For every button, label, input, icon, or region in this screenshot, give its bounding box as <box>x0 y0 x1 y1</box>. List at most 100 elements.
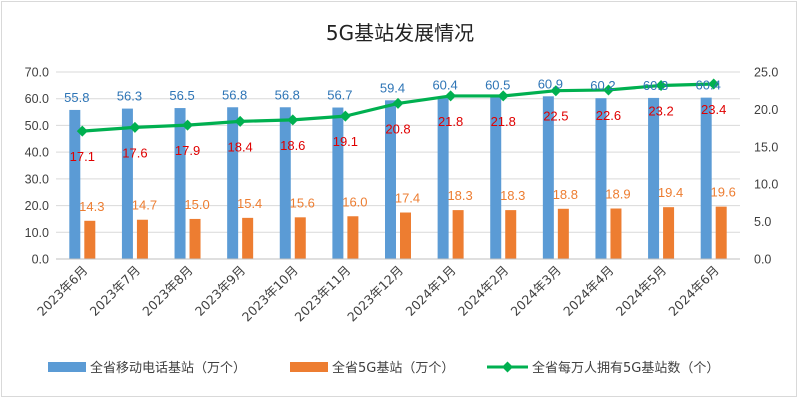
legend-marker-per-capita <box>502 361 513 373</box>
x-tick-label: 2023年8月 <box>139 263 195 319</box>
y-right-tick-label: 20.0 <box>754 103 778 117</box>
data-label-per-capita: 22.5 <box>543 109 568 124</box>
data-label-mobile: 55.8 <box>64 90 89 105</box>
data-label-5g: 14.3 <box>79 199 104 214</box>
data-labels: 55.8 14.3 17.1 56.3 14.7 17.6 56.5 15.0 17.9 56.8… <box>64 76 736 213</box>
y-left-tick-label: 30.0 <box>25 172 49 186</box>
data-label-per-capita: 21.8 <box>438 114 463 129</box>
data-label-5g: 18.3 <box>447 188 472 203</box>
data-label-mobile: 60.9 <box>538 76 563 91</box>
chart-title: 5G基站发展情况 <box>326 21 474 45</box>
data-label-5g: 15.4 <box>237 196 262 211</box>
line-point-marker <box>602 84 614 96</box>
line-point-marker <box>129 121 141 133</box>
bar-mobile-stations <box>437 97 449 259</box>
x-tick-label: 2023年7月 <box>87 263 143 319</box>
data-label-mobile: 60.4 <box>696 78 721 93</box>
data-label-mobile: 60.4 <box>432 78 457 93</box>
legend-label-per-capita: 全省每万人拥有5G基站数（个） <box>532 360 719 376</box>
data-label-5g: 16.0 <box>342 194 367 209</box>
data-label-mobile: 56.7 <box>327 88 352 103</box>
bar-mobile-stations <box>227 107 239 260</box>
data-label-mobile: 60.2 <box>590 78 615 93</box>
data-label-5g: 18.3 <box>500 188 525 203</box>
legend: 全省移动电话基站（万个） 全省5G基站（万个） 全省每万人拥有5G基站数（个） <box>48 360 719 376</box>
data-label-per-capita: 23.2 <box>648 103 673 118</box>
data-label-mobile: 59.4 <box>380 80 405 95</box>
bar-mobile-stations <box>542 96 554 259</box>
data-label-mobile: 60.5 <box>485 77 510 92</box>
series-5g-bars <box>84 206 727 259</box>
bar-mobile-stations <box>121 108 133 259</box>
bar-5g-stations <box>136 219 148 259</box>
legend-swatch-5g <box>290 362 328 372</box>
data-label-5g: 18.8 <box>553 187 578 202</box>
x-tick-label: 2023年9月 <box>192 263 248 319</box>
data-label-mobile: 56.8 <box>222 87 247 102</box>
bar-5g-stations <box>84 220 96 259</box>
bar-mobile-stations <box>69 109 81 259</box>
data-label-per-capita: 20.8 <box>385 121 410 136</box>
y-right-tick-label: 0.0 <box>754 253 771 267</box>
bar-mobile-stations <box>490 97 502 259</box>
y-right-tick-label: 25.0 <box>754 66 778 80</box>
bar-mobile-stations <box>700 97 712 259</box>
legend-label-5g: 全省5G基站（万个） <box>332 360 454 376</box>
data-label-mobile: 56.8 <box>275 87 300 102</box>
y-left-tick-label: 70.0 <box>25 66 49 80</box>
bar-5g-stations <box>294 217 306 259</box>
data-label-per-capita: 23.4 <box>701 102 726 117</box>
line-point-marker <box>287 114 299 126</box>
line-point-marker <box>339 110 351 122</box>
data-label-5g: 15.6 <box>290 195 315 210</box>
bar-5g-stations <box>505 210 517 259</box>
bar-5g-stations <box>400 212 411 259</box>
y-left-tick-label: 60.0 <box>25 92 49 106</box>
x-tick-label: 2024年3月 <box>508 263 564 319</box>
data-label-mobile: 56.3 <box>117 89 142 104</box>
x-tick-label: 2024年4月 <box>560 263 616 319</box>
data-label-per-capita: 22.6 <box>596 108 621 123</box>
y-left-tick-label: 0.0 <box>32 253 49 267</box>
data-label-mobile: 60.3 <box>643 78 668 93</box>
bar-5g-stations <box>663 207 675 259</box>
data-label-5g: 15.0 <box>184 197 209 212</box>
bar-mobile-stations <box>174 108 186 259</box>
y-left-tick-label: 50.0 <box>25 119 49 133</box>
bar-mobile-stations <box>648 97 660 259</box>
bar-mobile-stations <box>279 107 291 260</box>
y-right-tick-label: 15.0 <box>754 140 778 154</box>
y-right-tick-label: 5.0 <box>754 215 771 229</box>
x-tick-label: 2024年1月 <box>402 263 458 319</box>
data-label-per-capita: 18.6 <box>280 138 305 153</box>
line-point-marker <box>234 115 246 127</box>
data-label-5g: 14.7 <box>132 198 157 213</box>
bar-mobile-stations <box>385 100 396 260</box>
line-point-marker <box>392 97 404 109</box>
data-label-per-capita: 18.4 <box>227 139 252 154</box>
x-tick-label: 2023年6月 <box>34 263 90 319</box>
bar-mobile-stations <box>332 107 344 259</box>
data-label-mobile: 56.5 <box>169 88 194 103</box>
bar-5g-stations <box>610 208 622 259</box>
y-right-tick-label: 10.0 <box>754 178 778 192</box>
bar-5g-stations <box>242 217 254 259</box>
legend-label-mobile: 全省移动电话基站（万个） <box>90 360 246 376</box>
bar-5g-stations <box>347 216 359 259</box>
y-left-tick-label: 20.0 <box>25 199 49 213</box>
y-left-tick-label: 40.0 <box>25 146 49 160</box>
line-point-marker <box>708 78 720 90</box>
bar-5g-stations <box>715 206 727 259</box>
line-point-marker <box>182 119 194 131</box>
line-point-marker <box>497 90 509 102</box>
data-label-5g: 19.4 <box>658 185 683 200</box>
x-tick-label: 2024年5月 <box>613 263 669 319</box>
bar-5g-stations <box>189 218 201 259</box>
line-point-marker <box>655 79 667 91</box>
series-mobile-bars <box>69 96 712 260</box>
line-point-marker <box>76 125 88 137</box>
x-tick-label: 2024年2月 <box>455 263 511 319</box>
data-label-per-capita: 17.1 <box>70 149 95 164</box>
data-label-per-capita: 21.8 <box>491 114 516 129</box>
